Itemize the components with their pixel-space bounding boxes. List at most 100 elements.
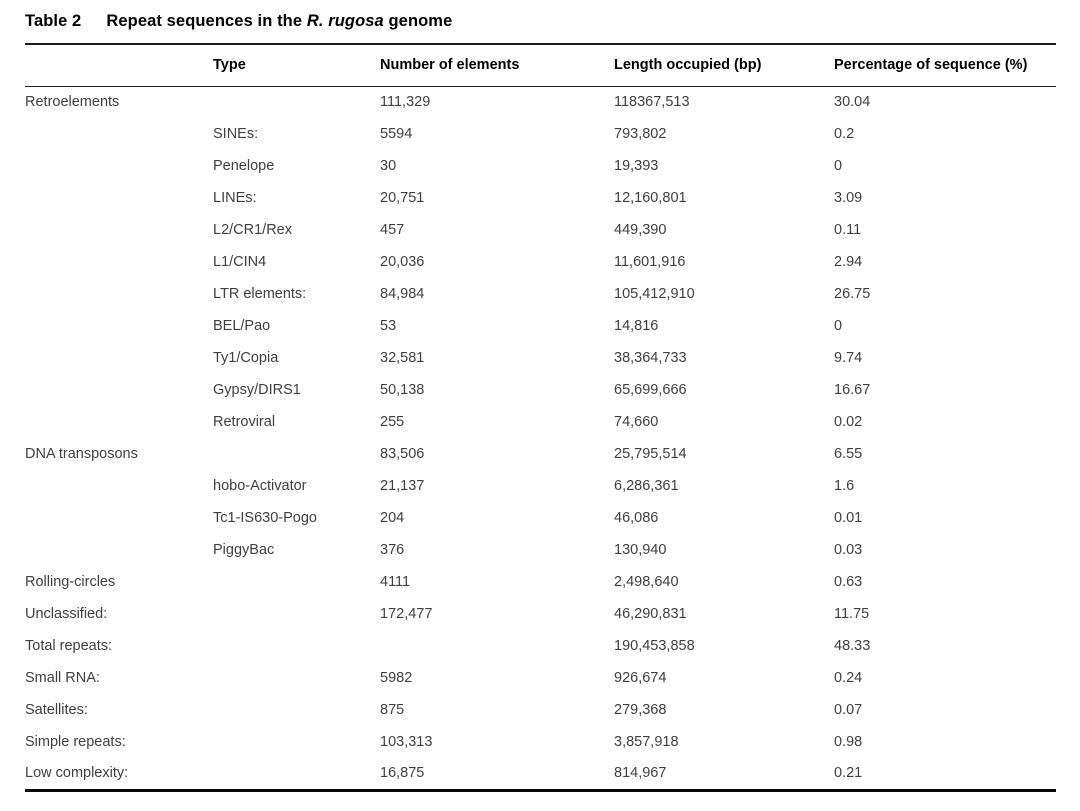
cell-percent: 1.6: [834, 478, 855, 494]
table-header-row: Type Number of elements Length occupied …: [25, 44, 1056, 86]
cell-category: Retroelements: [25, 94, 120, 111]
cell-percent: 0.11: [834, 222, 862, 238]
cell-category: [25, 214, 213, 246]
cell-type: [213, 438, 380, 470]
table-row: Simple repeats: 103,313 3,857,918 0.98: [25, 726, 1056, 758]
cell-number: 50,138: [380, 382, 425, 398]
table-row: Retroelements 111,329 118367,513 30.04: [25, 86, 1056, 118]
cell-type: [213, 566, 380, 598]
table-row: BEL/Pao 53 14,816 0: [25, 310, 1056, 342]
cell-number: 53: [380, 318, 397, 334]
table-row: Satellites: 875 279,368 0.07: [25, 694, 1056, 726]
column-header-category: [25, 44, 213, 86]
cell-length: 14,816: [614, 318, 659, 334]
cell-length: 25,795,514: [614, 446, 687, 462]
column-header-percent: Percentage of sequence (%): [834, 57, 1028, 74]
table-row: Low complexity: 16,875 814,967 0.21: [25, 758, 1056, 790]
cell-length: 46,290,831: [614, 606, 687, 622]
table-row: SINEs: 5594 793,802 0.2: [25, 118, 1056, 150]
cell-type: L1/CIN4: [213, 254, 267, 270]
cell-category: Unclassified:: [25, 606, 108, 622]
table-body: Retroelements 111,329 118367,513 30.04 SINEs…: [25, 86, 1056, 790]
table-title-text-after: genome: [383, 12, 453, 30]
cell-percent: 48.33: [834, 638, 871, 654]
cell-type: Retroviral: [213, 414, 276, 430]
cell-percent: 6.55: [834, 446, 863, 462]
cell-type: [213, 662, 380, 694]
cell-number: 204: [380, 510, 405, 526]
cell-number: 376: [380, 542, 405, 558]
cell-percent: 0.63: [834, 574, 863, 590]
table-row: Tc1-IS630-Pogo 204 46,086 0.01: [25, 502, 1056, 534]
table-title: Table 2 Repeat sequences in the R. rugosa…: [25, 12, 452, 31]
cell-category: [25, 150, 213, 182]
cell-percent: 9.74: [834, 350, 863, 366]
table-row: hobo-Activator 21,137 6,286,361 1.6: [25, 470, 1056, 502]
cell-type: [213, 726, 380, 758]
cell-type: hobo-Activator: [213, 478, 307, 494]
column-header-type: Type: [213, 57, 246, 74]
cell-length: 11,601,916: [614, 254, 686, 270]
cell-category: [25, 374, 213, 406]
table-row: LTR elements: 84,984 105,412,910 26.75: [25, 278, 1056, 310]
cell-category: [25, 534, 213, 566]
table-row: Retroviral 255 74,660 0.02: [25, 406, 1056, 438]
cell-percent: 0.24: [834, 670, 863, 686]
cell-length: 65,699,666: [614, 382, 687, 398]
cell-number: 875: [380, 702, 405, 718]
table-row: DNA transposons 83,506 25,795,514 6.55: [25, 438, 1056, 470]
cell-length: 118367,513: [614, 94, 690, 111]
table-title-species: R. rugosa: [306, 12, 384, 30]
cell-percent: 3.09: [834, 190, 863, 206]
cell-number: 5594: [380, 126, 413, 142]
table-row: LINEs: 20,751 12,160,801 3.09: [25, 182, 1056, 214]
cell-type: [213, 598, 380, 630]
cell-type: [213, 758, 380, 790]
table-row: Total repeats: 190,453,858 48.33: [25, 630, 1056, 662]
cell-percent: 0.98: [834, 734, 863, 750]
cell-number: 457: [380, 222, 405, 238]
cell-length: 38,364,733: [614, 350, 687, 366]
table-row: L1/CIN4 20,036 11,601,916 2.94: [25, 246, 1056, 278]
cell-length: 2,498,640: [614, 574, 679, 590]
cell-percent: 0.01: [834, 510, 863, 526]
cell-category: [25, 278, 213, 310]
cell-percent: 0.2: [834, 126, 855, 142]
repeat-sequences-table: Type Number of elements Length occupied …: [25, 43, 1056, 792]
cell-type: Tc1-IS630-Pogo: [213, 510, 317, 526]
cell-percent: 30.04: [834, 94, 871, 111]
cell-type: Ty1/Copia: [213, 350, 279, 366]
cell-type: Gypsy/DIRS1: [213, 382, 301, 398]
cell-number: 16,875: [380, 765, 425, 782]
cell-length: 130,940: [614, 542, 667, 558]
table-row: Unclassified: 172,477 46,290,831 11.75: [25, 598, 1056, 630]
cell-category: [25, 406, 213, 438]
cell-length: 12,160,801: [614, 190, 687, 206]
table-header: Type Number of elements Length occupied …: [25, 44, 1056, 86]
table-row: L2/CR1/Rex 457 449,390 0.11: [25, 214, 1056, 246]
cell-category: Total repeats:: [25, 638, 113, 654]
cell-category: [25, 182, 213, 214]
cell-length: 6,286,361: [614, 478, 679, 494]
cell-length: 190,453,858: [614, 638, 695, 654]
cell-length: 46,086: [614, 510, 659, 526]
cell-category: Rolling-circles: [25, 574, 116, 590]
cell-percent: 0: [834, 318, 843, 334]
cell-percent: 2.94: [834, 254, 863, 270]
cell-length: 3,857,918: [614, 734, 679, 750]
table-row: Ty1/Copia 32,581 38,364,733 9.74: [25, 342, 1056, 374]
column-header-number: Number of elements: [380, 57, 520, 74]
cell-length: 105,412,910: [614, 286, 695, 302]
cell-length: 279,368: [614, 702, 667, 718]
cell-category: [25, 246, 213, 278]
table-row: Gypsy/DIRS1 50,138 65,699,666 16.67: [25, 374, 1056, 406]
cell-number: 4111: [380, 574, 411, 590]
cell-category: Low complexity:: [25, 765, 129, 782]
cell-category: DNA transposons: [25, 446, 138, 462]
table-title-text-before: Repeat sequences in the: [106, 12, 307, 30]
cell-length: 793,802: [614, 126, 667, 142]
cell-percent: 0.21: [834, 765, 863, 782]
cell-percent: 26.75: [834, 286, 871, 302]
cell-type: [213, 694, 380, 726]
cell-percent: 16.67: [834, 382, 871, 398]
